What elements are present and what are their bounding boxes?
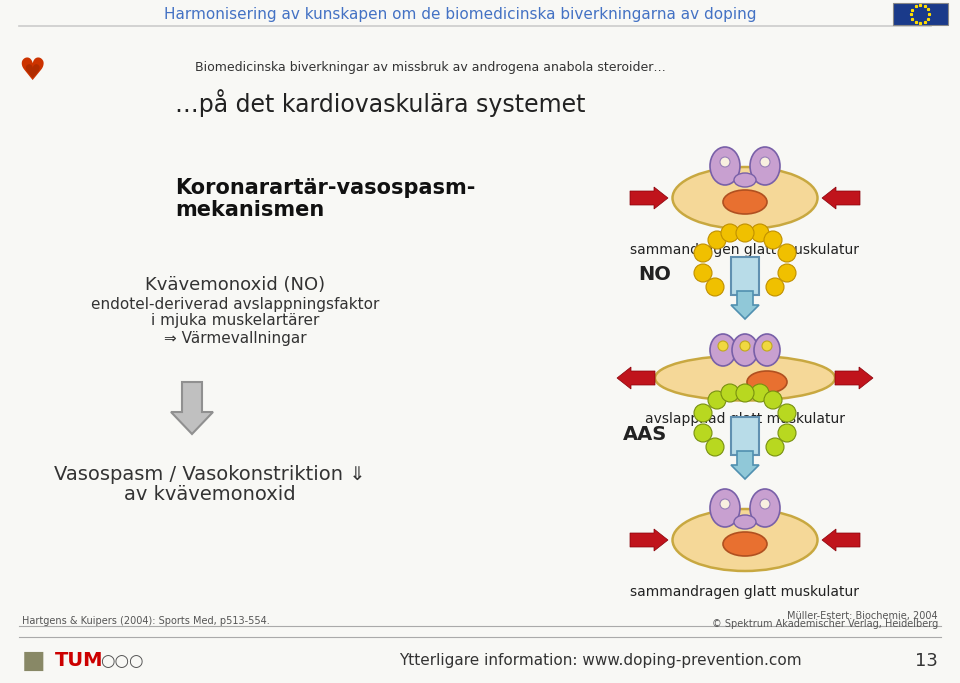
Text: avslappnad glatt muskulatur: avslappnad glatt muskulatur [645,412,845,426]
Text: © Spektrum Akademischer Verlag, Heidelberg: © Spektrum Akademischer Verlag, Heidelbe… [711,619,938,629]
Ellipse shape [778,244,796,262]
Text: TUM: TUM [55,652,104,671]
Text: Koronarartär-vasospasm-: Koronarartär-vasospasm- [175,178,475,198]
Bar [893,3,948,25]
Ellipse shape [694,244,712,262]
Ellipse shape [710,147,740,185]
Text: mekanismen: mekanismen [175,200,324,220]
Ellipse shape [694,264,712,282]
Ellipse shape [710,489,740,527]
Text: ♥: ♥ [23,63,40,81]
Ellipse shape [673,167,818,229]
Ellipse shape [734,515,756,529]
Bar [731,417,759,455]
FancyArrow shape [617,367,655,389]
Ellipse shape [736,224,754,242]
Ellipse shape [694,424,712,442]
FancyArrow shape [731,451,759,479]
Ellipse shape [723,190,767,214]
Ellipse shape [764,231,782,249]
Ellipse shape [720,157,730,167]
Ellipse shape [655,355,835,400]
Ellipse shape [747,371,787,393]
Ellipse shape [778,424,796,442]
Text: Vasospasm / Vasokonstriktion ⇓: Vasospasm / Vasokonstriktion ⇓ [54,466,366,484]
Ellipse shape [751,384,769,402]
Ellipse shape [694,404,712,422]
Text: Biomedicinska biverkningar av missbruk av androgena anabola steroider…: Biomedicinska biverkningar av missbruk a… [195,61,666,74]
Text: Harmonisering av kunskapen om de biomedicinska biverkningarna av doping: Harmonisering av kunskapen om de biomedi… [164,7,756,21]
Ellipse shape [710,334,736,366]
Ellipse shape [764,391,782,409]
Ellipse shape [723,532,767,556]
Bar [731,257,759,295]
Ellipse shape [760,499,770,509]
Text: …på det kardiovaskulära systemet: …på det kardiovaskulära systemet [175,89,586,117]
Ellipse shape [762,341,772,351]
Text: 13: 13 [915,652,938,670]
Text: ♥: ♥ [18,57,46,87]
Text: Hartgens & Kuipers (2004): Sports Med, p513-554.: Hartgens & Kuipers (2004): Sports Med, p… [22,616,270,626]
Ellipse shape [766,438,784,456]
Ellipse shape [732,334,758,366]
Text: Kvävemonoxid (NO): Kvävemonoxid (NO) [145,276,325,294]
Text: sammandragen glatt muskulatur: sammandragen glatt muskulatur [631,243,859,257]
FancyArrow shape [171,382,213,434]
Ellipse shape [708,231,726,249]
FancyArrow shape [822,529,860,551]
Text: av kvävemonoxid: av kvävemonoxid [124,486,296,505]
FancyArrow shape [822,187,860,209]
Ellipse shape [750,489,780,527]
Ellipse shape [720,499,730,509]
Ellipse shape [706,278,724,296]
Ellipse shape [736,384,754,402]
Ellipse shape [778,264,796,282]
Ellipse shape [754,334,780,366]
Text: Ytterligare information: www.doping-prevention.com: Ytterligare information: www.doping-prev… [398,652,802,667]
Ellipse shape [708,391,726,409]
Ellipse shape [721,224,739,242]
Text: AAS: AAS [623,426,667,445]
Ellipse shape [751,224,769,242]
Text: endotel-deriverad avslappningsfaktor: endotel-deriverad avslappningsfaktor [91,298,379,313]
Ellipse shape [778,404,796,422]
Text: Müller-Estert: Biochemie, 2004: Müller-Estert: Biochemie, 2004 [787,611,938,621]
Ellipse shape [718,341,728,351]
FancyArrow shape [835,367,873,389]
Ellipse shape [740,341,750,351]
Text: ■: ■ [22,649,46,673]
Ellipse shape [760,157,770,167]
Text: i mjuka muskelartärer: i mjuka muskelartärer [151,313,319,329]
Ellipse shape [766,278,784,296]
Ellipse shape [706,438,724,456]
Text: ○○○: ○○○ [100,652,143,670]
FancyArrow shape [630,187,668,209]
FancyArrow shape [731,291,759,319]
Ellipse shape [750,147,780,185]
Text: NO: NO [638,266,671,285]
FancyArrow shape [630,529,668,551]
Text: sammandragen glatt muskulatur: sammandragen glatt muskulatur [631,585,859,599]
Ellipse shape [734,173,756,187]
Ellipse shape [721,384,739,402]
Text: ⇒ Värmevallningar: ⇒ Värmevallningar [164,331,306,346]
Ellipse shape [673,509,818,571]
